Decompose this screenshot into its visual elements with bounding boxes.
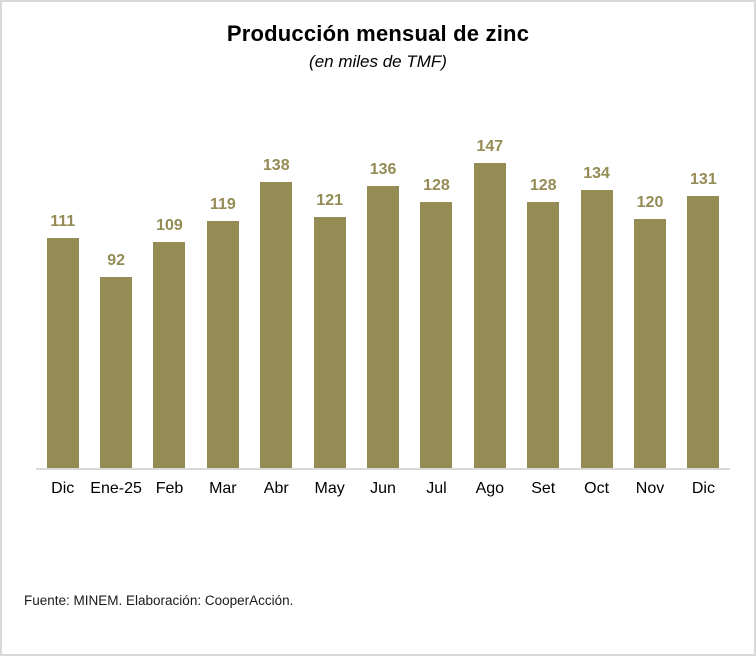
bar-value-label: 134	[583, 165, 610, 182]
bar-value-label: 109	[156, 217, 183, 234]
x-axis-label: Oct	[584, 480, 610, 497]
bar-value-label: 136	[369, 161, 397, 178]
bar-column: 131	[677, 171, 730, 468]
chart-subtitle: (en miles de TMF)	[309, 52, 447, 71]
bar-column: 134	[570, 165, 623, 468]
bar	[46, 238, 79, 468]
bar-column: 92	[89, 252, 142, 468]
x-axis-label: Set	[531, 480, 556, 497]
bar	[473, 163, 506, 468]
bar	[313, 217, 346, 468]
x-axis-label: Nov	[635, 480, 665, 497]
x-axis-label: Mar	[209, 480, 237, 497]
bar-column: 111	[36, 213, 89, 468]
bar	[100, 277, 133, 468]
bar-column: 147	[463, 138, 516, 468]
bar	[687, 196, 720, 468]
bar	[527, 202, 560, 468]
bar	[367, 186, 400, 468]
x-axis-label: Dic	[691, 480, 715, 497]
source-note: Fuente: MINEM. Elaboración: CooperAcción…	[24, 593, 294, 608]
x-axis-label: Dic	[51, 480, 75, 497]
bar-column: 128	[517, 177, 570, 468]
x-axis-label: May	[314, 480, 345, 497]
bar-column: 138	[250, 157, 303, 468]
bar	[260, 182, 293, 468]
bar-value-label: 147	[476, 138, 504, 155]
x-axis: Dic Ene-25 Feb Mar Abr May Jun Jul Ago Set Oct Nov D…	[36, 470, 730, 498]
bar-value-label: 128	[529, 177, 557, 194]
bar	[420, 202, 453, 468]
bar-column: 120	[623, 194, 676, 468]
x-axis-label: Abr	[263, 480, 289, 497]
bar-value-label: 92	[107, 252, 125, 269]
x-axis-label: Jun	[370, 480, 396, 497]
bar-column: 109	[143, 217, 196, 468]
plot-area: 111 92 109 119 138 121 136 128 147 128 134 120 131	[36, 74, 730, 470]
bar-value-label: 119	[209, 196, 236, 213]
bar-value-label: 128	[423, 177, 450, 194]
bar-column: 136	[356, 161, 409, 468]
bar	[633, 219, 666, 468]
bar	[580, 190, 613, 468]
bar-column: 121	[303, 192, 356, 468]
bar-column: 128	[410, 177, 463, 468]
chart-title: Producción mensual de zinc	[226, 21, 530, 46]
bar-value-label: 121	[316, 192, 343, 209]
bar-value-label: 138	[262, 157, 290, 174]
bar-value-label: 111	[50, 213, 76, 230]
x-axis-label: Ene-25	[90, 480, 142, 497]
x-axis-label: Ago	[475, 480, 505, 497]
bar-column: 119	[196, 196, 249, 468]
bar-value-label: 131	[690, 171, 717, 188]
x-axis-label: Feb	[155, 480, 184, 497]
bar	[206, 221, 239, 468]
x-axis-label: Jul	[426, 480, 447, 497]
bar	[153, 242, 186, 468]
bar-value-label: 120	[636, 194, 664, 211]
